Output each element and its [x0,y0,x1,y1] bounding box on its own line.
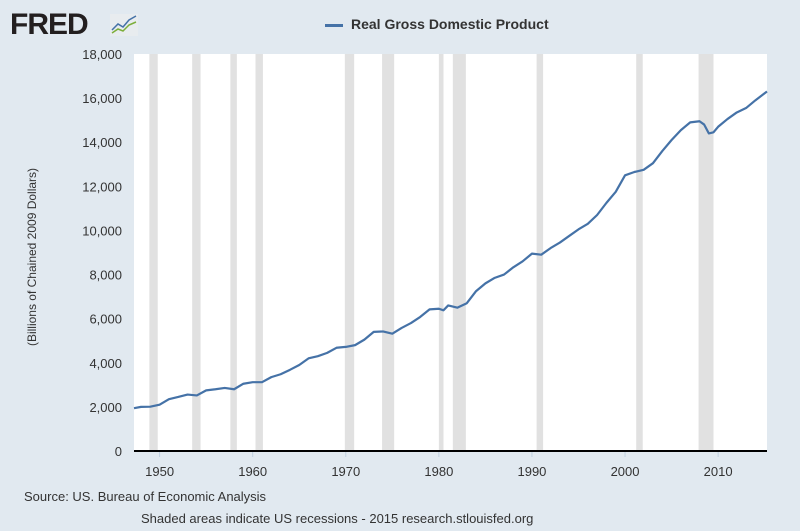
recession-band [344,54,355,451]
x-tick-label: 1950 [145,464,174,479]
recession-note: Shaded areas indicate US recessions - 20… [141,511,534,526]
plot-area [134,54,767,451]
x-tick-label: 1970 [331,464,360,479]
recession-band [255,54,263,451]
x-tick-label: 1960 [238,464,267,479]
y-tick-label: 10,000 [82,223,122,238]
fred-logo: FRED [10,8,89,41]
recession-band [149,54,158,451]
legend: Real Gross Domestic Product [325,16,549,32]
legend-swatch [325,23,343,27]
recession-band [636,54,643,451]
recession-band [192,54,201,451]
series-line [133,90,768,410]
y-tick-label: 8,000 [89,268,122,283]
y-tick-label: 2,000 [89,400,122,415]
y-tick-label: 14,000 [82,135,122,150]
recession-band [230,54,237,451]
recession-band [536,54,544,451]
recession-band [698,54,714,451]
x-tick-label: 2010 [704,464,733,479]
y-tick-label: 12,000 [82,179,122,194]
x-tick-label: 1980 [424,464,453,479]
recession-band [382,54,395,451]
x-tick-label: 1990 [517,464,546,479]
y-tick-label: 0 [115,444,122,459]
y-tick-label: 16,000 [82,91,122,106]
fred-chart-logo-icon [110,14,138,36]
x-tick-label: 2000 [611,464,640,479]
recession-band [452,54,466,451]
y-tick-label: 6,000 [89,312,122,327]
y-tick-label: 4,000 [89,356,122,371]
source-note: Source: US. Bureau of Economic Analysis [24,489,267,504]
recession-band [438,54,444,451]
y-tick-label: 18,000 [82,47,122,62]
legend-label: Real Gross Domestic Product [351,16,549,32]
